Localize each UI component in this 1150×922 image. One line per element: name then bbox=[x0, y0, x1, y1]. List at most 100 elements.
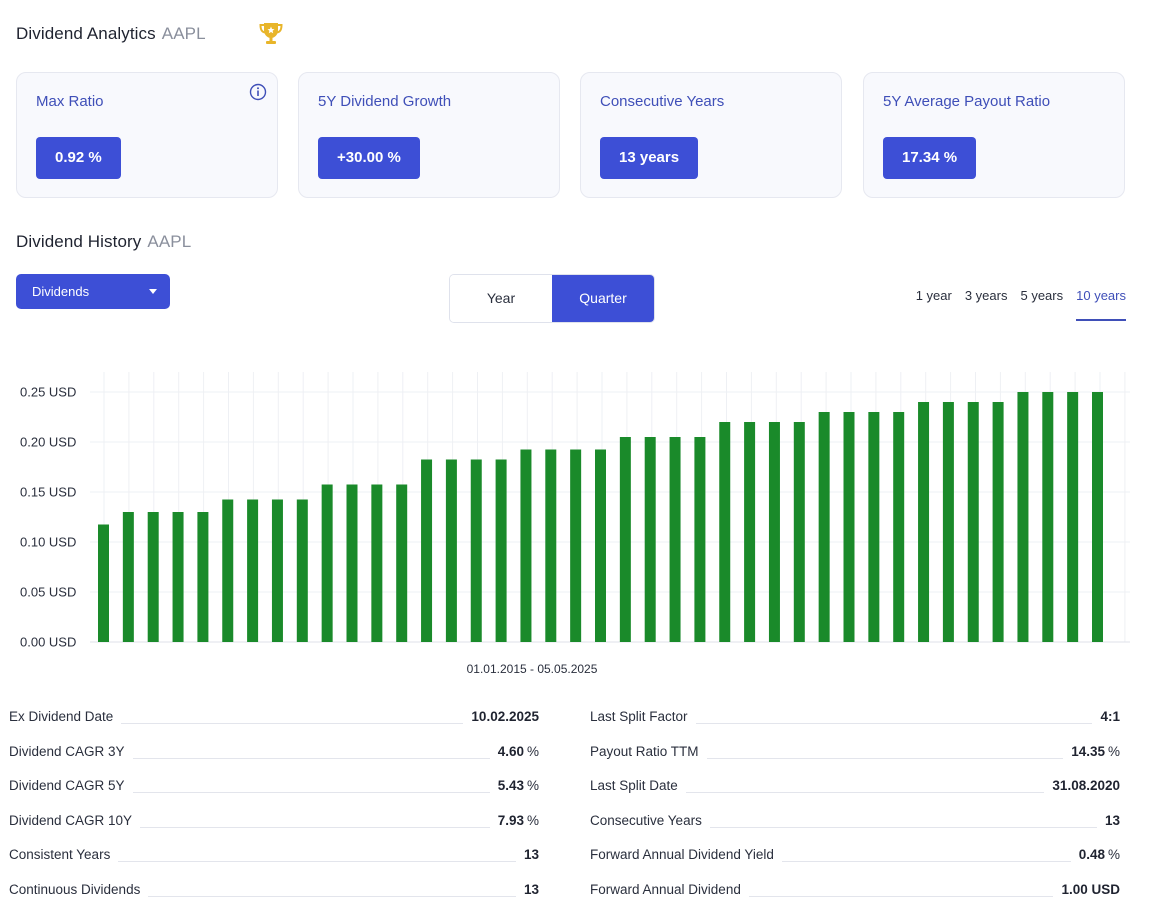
stat-unit: % bbox=[1107, 847, 1120, 863]
dividend-bar[interactable] bbox=[818, 412, 830, 642]
dividend-bar[interactable] bbox=[371, 484, 383, 643]
dividend-bar[interactable] bbox=[396, 484, 408, 643]
dividend-bar[interactable] bbox=[122, 512, 134, 642]
dividend-bar[interactable] bbox=[296, 499, 308, 643]
card-label: 5Y Average Payout Ratio bbox=[883, 93, 1051, 110]
dividend-bar[interactable] bbox=[843, 412, 855, 642]
dividend-bar[interactable] bbox=[669, 437, 681, 642]
dividend-bar[interactable] bbox=[197, 512, 209, 642]
stat-label: Consecutive Years bbox=[590, 808, 710, 828]
range-tab-1-year[interactable]: 1 year bbox=[915, 288, 952, 303]
dividend-bar[interactable] bbox=[570, 449, 582, 643]
stat-value: 31.08.2020 bbox=[1044, 774, 1120, 793]
dividend-bar[interactable] bbox=[147, 512, 159, 642]
range-tab-10-years[interactable]: 10 years bbox=[1076, 288, 1126, 321]
stat-row: Dividend CAGR 10Y 7.93% bbox=[9, 808, 539, 844]
stat-value: 10.02.2025 bbox=[463, 705, 539, 724]
card-consecutive-years: Consecutive Years 13 years bbox=[580, 72, 842, 198]
dividend-bar[interactable] bbox=[893, 412, 905, 642]
dividend-bar[interactable] bbox=[470, 459, 482, 643]
stat-value: 0.48% bbox=[1071, 843, 1120, 862]
analytics-title: Dividend Analytics AAPL bbox=[16, 24, 206, 44]
y-tick-label: 0.05 USD bbox=[20, 585, 76, 600]
dividend-bar[interactable] bbox=[595, 449, 606, 643]
dividend-bar[interactable] bbox=[918, 402, 930, 642]
dividend-bar[interactable] bbox=[768, 422, 780, 642]
trophy-icon bbox=[259, 23, 283, 44]
dotted-leader bbox=[695, 723, 1093, 724]
stat-value-number: 4.60 bbox=[497, 743, 524, 759]
dividend-history-chart: 0.00 USD 0.05 USD 0.10 USD 0.15 USD 0.20 USD… bbox=[20, 372, 1130, 676]
dividend-bar[interactable] bbox=[744, 422, 756, 642]
dotted-leader bbox=[132, 792, 490, 794]
stat-row: Continuous Dividends 13 bbox=[9, 877, 539, 913]
dividend-bar[interactable] bbox=[719, 422, 731, 642]
dividend-bar[interactable] bbox=[346, 484, 358, 643]
dividend-bar[interactable] bbox=[421, 459, 433, 643]
stat-value-number: 14.35 bbox=[1071, 743, 1105, 759]
dividend-bar[interactable] bbox=[98, 524, 109, 643]
stat-unit: % bbox=[526, 778, 539, 794]
dividend-bar[interactable] bbox=[1042, 392, 1054, 642]
dividend-bar[interactable] bbox=[644, 437, 656, 642]
dividend-bar[interactable] bbox=[271, 499, 283, 643]
stats-right: Last Split Factor 4:1 Payout Ratio TTM 14.3… bbox=[590, 705, 1120, 913]
dividend-bar[interactable] bbox=[793, 422, 805, 642]
stat-label: Dividend CAGR 10Y bbox=[9, 808, 141, 828]
stat-label: Dividend CAGR 5Y bbox=[9, 774, 133, 794]
dividend-bar[interactable] bbox=[619, 437, 631, 642]
dividend-bar[interactable] bbox=[445, 459, 457, 643]
history-title: Dividend History AAPL bbox=[16, 232, 191, 252]
dotted-leader bbox=[118, 861, 516, 863]
stat-unit: % bbox=[526, 743, 539, 759]
dividend-bar[interactable] bbox=[520, 449, 532, 643]
dividend-bar[interactable] bbox=[1092, 392, 1103, 642]
stat-unit: % bbox=[1107, 743, 1120, 759]
period-toggle: Year Quarter bbox=[449, 274, 655, 323]
dividend-bar[interactable] bbox=[247, 499, 259, 643]
y-tick-label: 0.00 USD bbox=[20, 635, 76, 650]
stat-row: Consecutive Years 13 bbox=[590, 808, 1120, 844]
dividend-bar[interactable] bbox=[992, 402, 1004, 642]
dotted-leader bbox=[140, 826, 490, 828]
quarter-toggle-button[interactable]: Quarter bbox=[552, 275, 654, 322]
range-tab-3-years[interactable]: 3 years bbox=[964, 288, 1008, 303]
stats-left: Ex Dividend Date 10.02.2025 Dividend CAGR … bbox=[9, 705, 539, 913]
dividend-bar[interactable] bbox=[495, 459, 507, 643]
stat-value-number: 4:1 bbox=[1100, 709, 1120, 724]
stat-row: Last Split Date 31.08.2020 bbox=[590, 774, 1120, 809]
year-toggle-button[interactable]: Year bbox=[450, 275, 552, 322]
dividend-bar[interactable] bbox=[1067, 392, 1079, 642]
history-title-text: Dividend History bbox=[16, 232, 142, 251]
stat-row: Forward Annual Dividend 1.00 USD bbox=[590, 877, 1120, 913]
dotted-leader bbox=[148, 895, 516, 897]
dividend-bar[interactable] bbox=[942, 402, 954, 642]
stat-value-number: 10.02.2025 bbox=[471, 709, 539, 724]
stat-label: Consistent Years bbox=[9, 843, 119, 863]
stat-value: 4.60% bbox=[490, 740, 539, 759]
stat-value: 13 bbox=[1097, 809, 1120, 828]
dividend-bar[interactable] bbox=[321, 484, 333, 643]
stat-value-number: 13 bbox=[1104, 812, 1120, 828]
card-label: Consecutive Years bbox=[600, 93, 725, 110]
dividend-bar[interactable] bbox=[694, 437, 706, 642]
dividend-bar[interactable] bbox=[222, 499, 234, 643]
range-tab-5-years[interactable]: 5 years bbox=[1020, 288, 1064, 303]
dotted-leader bbox=[132, 757, 490, 759]
stat-value: 14.35% bbox=[1063, 740, 1120, 759]
dividend-bar[interactable] bbox=[868, 412, 880, 642]
stat-label: Last Split Factor bbox=[590, 705, 696, 724]
card-value: 0.92 % bbox=[36, 137, 121, 179]
dividend-bar[interactable] bbox=[1017, 392, 1029, 642]
dividend-bar[interactable] bbox=[172, 512, 184, 642]
dotted-leader bbox=[121, 723, 464, 724]
stat-row: Dividend CAGR 5Y 5.43% bbox=[9, 774, 539, 809]
dividend-bar[interactable] bbox=[967, 402, 979, 642]
dotted-leader bbox=[706, 757, 1064, 759]
info-icon[interactable] bbox=[249, 83, 267, 101]
dividend-bar[interactable] bbox=[545, 449, 557, 643]
dropdown-label: Dividends bbox=[32, 284, 90, 299]
dotted-leader bbox=[781, 861, 1071, 863]
card-label: Max Ratio bbox=[36, 93, 104, 110]
dividends-dropdown[interactable]: Dividends bbox=[16, 274, 170, 309]
